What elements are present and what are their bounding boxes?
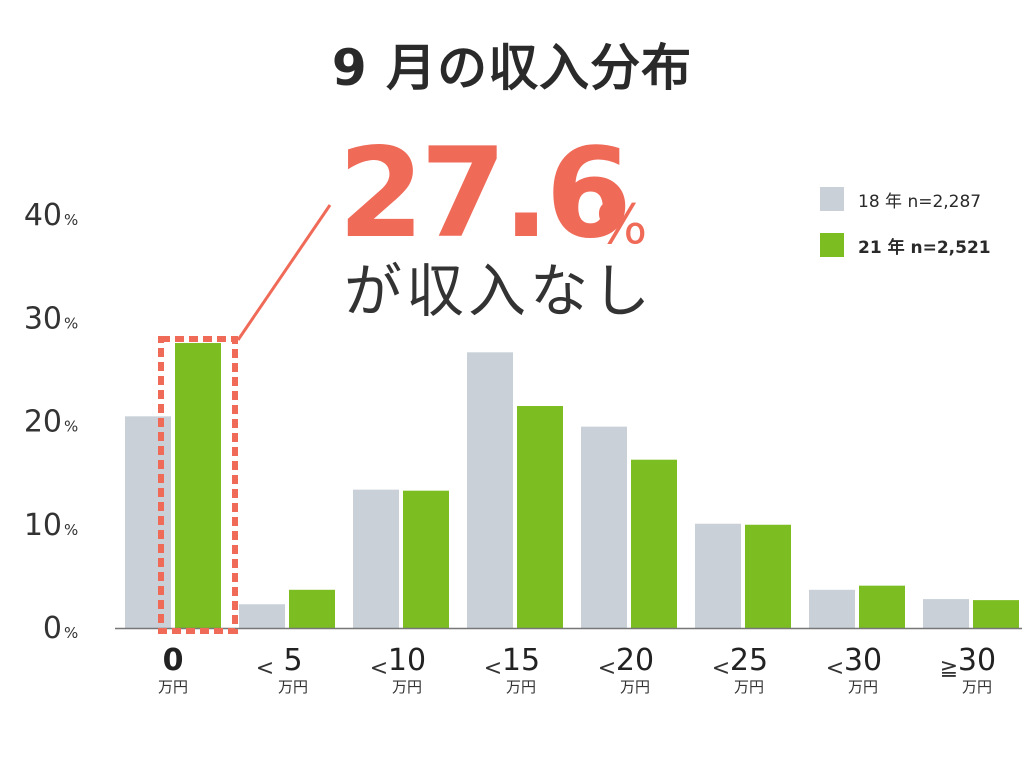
x-tick-prefix: < [826, 656, 844, 681]
legend-swatch-2021 [820, 233, 844, 257]
y-tick-unit: % [64, 624, 78, 642]
x-tick-label: 15 [502, 643, 540, 678]
x-tick-prefix: < [712, 656, 730, 681]
bar-2018-2 [353, 489, 399, 628]
callout-value: 27.6 [338, 122, 632, 266]
highlight-box [158, 336, 238, 634]
x-tick-label: 10 [388, 643, 426, 678]
bar-2021-2 [403, 490, 449, 628]
bar-2021-6 [859, 585, 905, 628]
bar-2018-6 [809, 589, 855, 628]
x-tick-unit: 万円 [392, 678, 422, 696]
x-tick-unit: 万円 [620, 678, 650, 696]
bar-2018-5 [695, 523, 741, 628]
legend-item-2018: 18 年 n=2,287 [820, 186, 991, 212]
legend: 18 年 n=2,287 21 年 n=2,521 [820, 186, 991, 278]
callout-text: が収入なし [344, 257, 655, 325]
y-tick-unit: % [64, 418, 78, 436]
callout-unit: % [596, 193, 648, 256]
x-tick-label: 30 [844, 643, 882, 678]
x-tick-label: 25 [730, 643, 768, 678]
bar-2021-4 [631, 459, 677, 628]
x-tick-label: 5 [283, 643, 302, 678]
x-tick-prefix: < [370, 656, 388, 681]
legend-label-2018: 18 年 n=2,287 [858, 191, 982, 212]
y-tick-unit: % [64, 521, 78, 539]
x-tick-prefix: < [598, 656, 616, 681]
y-tick-label: 20 [24, 405, 62, 440]
bar-2021-0 [175, 343, 221, 628]
y-tick-label: 0 [43, 611, 62, 646]
bar-2018-7 [923, 599, 969, 628]
x-tick-label: 0 [163, 643, 184, 678]
bar-2018-3 [467, 352, 513, 628]
x-tick-unit: 万円 [278, 678, 308, 696]
bar-2018-4 [581, 426, 627, 628]
y-tick-label: 40 [24, 198, 62, 233]
legend-item-2021: 21 年 n=2,521 [820, 232, 991, 258]
y-tick-label: 30 [24, 301, 62, 336]
x-tick-unit: 万円 [848, 678, 878, 696]
y-tick-unit: % [64, 314, 78, 332]
x-tick-unit: 万円 [506, 678, 536, 696]
x-tick-unit: 万円 [734, 678, 764, 696]
bar-2021-1 [289, 589, 335, 628]
callout-leader-line [236, 204, 332, 341]
legend-label-2021: 21 年 n=2,521 [858, 237, 991, 258]
bar-2018-0 [125, 416, 171, 628]
x-tick-prefix: < [484, 656, 502, 681]
bar-2021-7 [973, 600, 1019, 628]
bar-2021-5 [745, 524, 791, 628]
x-tick-prefix: < [256, 656, 274, 681]
y-tick-label: 10 [24, 508, 62, 543]
x-tick-unit: 万円 [158, 678, 188, 696]
y-tick-unit: % [64, 211, 78, 229]
x-tick-prefix: ≧ [940, 656, 958, 681]
bar-2021-3 [517, 406, 563, 628]
x-tick-unit: 万円 [962, 678, 992, 696]
chart-title: 9 月の収入分布 [331, 39, 693, 97]
legend-swatch-2018 [820, 187, 844, 211]
x-tick-label: 20 [616, 643, 654, 678]
x-tick-label: 30 [958, 643, 996, 678]
bar-2018-1 [239, 604, 285, 628]
